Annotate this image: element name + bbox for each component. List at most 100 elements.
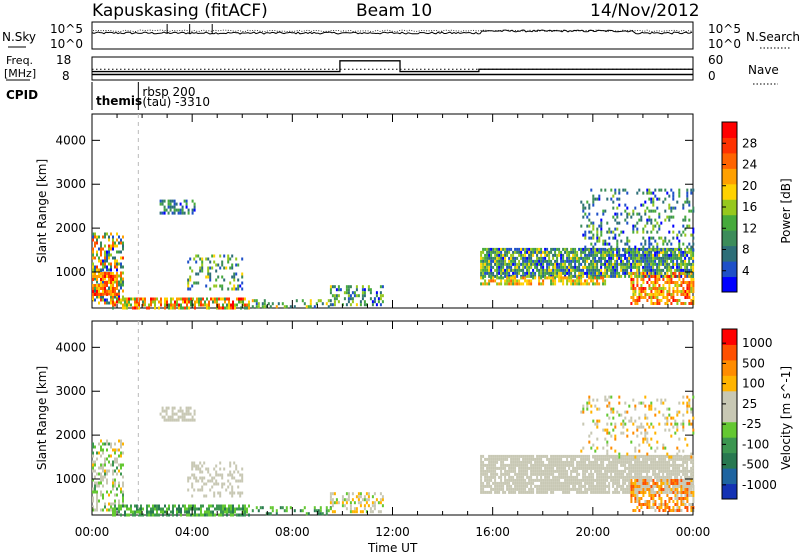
power-cell (492, 276, 495, 280)
velocity-cell (488, 484, 491, 488)
power-cell (656, 265, 659, 269)
velocity-cell (658, 466, 661, 470)
power-cell (554, 276, 557, 280)
velocity-cell (552, 469, 555, 473)
power-cell (241, 257, 244, 261)
power-cell (126, 297, 128, 301)
velocity-cell (562, 490, 565, 494)
power-cell (650, 262, 653, 266)
velocity-cell (494, 484, 497, 488)
power-cell (632, 209, 635, 213)
velocity-cell (666, 407, 669, 411)
power-cell (217, 275, 220, 279)
velocity-cell (678, 437, 681, 441)
velocity-cell (528, 454, 531, 458)
power-cell (355, 288, 358, 292)
velocity-cell (259, 506, 262, 510)
power-cell (186, 300, 188, 304)
velocity-cell (566, 487, 569, 491)
power-cell (598, 247, 601, 251)
power-cell (674, 290, 677, 293)
velocity-cell (530, 481, 533, 485)
velocity-cell (634, 449, 637, 453)
velocity-colorbar-swatch (722, 375, 737, 392)
velocity-cell (353, 507, 356, 511)
velocity-cell (594, 490, 597, 494)
velocity-cell (534, 469, 537, 473)
velocity-cell (570, 457, 573, 461)
velocity-cell (668, 478, 671, 482)
power-cell (269, 305, 272, 309)
power-cell (122, 235, 124, 239)
velocity-cell (674, 454, 677, 458)
velocity-cell (674, 475, 677, 479)
velocity-cell (686, 460, 689, 464)
velocity-cell (134, 510, 136, 514)
velocity-cell (223, 482, 226, 486)
velocity-cell (656, 460, 659, 464)
power-cell (102, 265, 104, 269)
power-cell (664, 262, 667, 266)
power-cell (568, 265, 571, 269)
velocity-cell (670, 488, 673, 491)
power-cell (512, 256, 515, 260)
power-cell (646, 206, 649, 210)
power-cell (209, 275, 212, 279)
velocity-cell (102, 478, 104, 482)
velocity-cell (672, 491, 675, 494)
power-cell (658, 250, 661, 254)
velocity-cell (652, 460, 655, 464)
velocity-cell (632, 431, 635, 435)
velocity-cell (550, 478, 553, 482)
power-cell (576, 279, 579, 283)
velocity-cell (622, 469, 625, 473)
power-region-6 (187, 254, 244, 291)
velocity-cell (189, 476, 192, 480)
power-cell (652, 281, 655, 284)
power-cell (116, 268, 118, 272)
velocity-cell (516, 463, 519, 467)
velocity-cell (590, 446, 593, 450)
velocity-cell (92, 451, 94, 455)
power-cell (622, 230, 625, 234)
velocity-cell (656, 454, 659, 458)
power-cell (92, 298, 94, 302)
power-cell (116, 297, 118, 301)
power-cell (648, 242, 651, 246)
power-cell (514, 271, 517, 275)
power-cell (309, 305, 312, 309)
velocity-cell (246, 510, 248, 514)
power-cell (562, 253, 565, 257)
power-cell (690, 281, 693, 284)
velocity-cell (239, 473, 242, 477)
velocity-cell (676, 506, 679, 509)
velocity-cell (540, 484, 543, 488)
velocity-cell (319, 512, 322, 516)
velocity-cell (534, 472, 537, 476)
power-cell (100, 298, 102, 302)
power-cell (668, 287, 671, 290)
power-cell (638, 250, 641, 254)
power-cell (610, 265, 613, 269)
power-cell (490, 279, 493, 283)
velocity-cell (612, 478, 615, 482)
power-ytick-label-3: 4000 (55, 133, 86, 147)
power-cell (648, 215, 651, 219)
power-cell (594, 247, 597, 251)
velocity-cell (538, 469, 541, 473)
velocity-cell (96, 481, 98, 485)
power-cell (552, 279, 555, 283)
power-cell (242, 297, 244, 301)
power-cell (518, 282, 521, 286)
power-cell (670, 215, 673, 219)
velocity-cell (207, 467, 210, 471)
power-cell (98, 301, 100, 305)
power-cell (496, 276, 499, 280)
velocity-cell (140, 510, 142, 514)
power-cell (546, 247, 549, 251)
power-cell (674, 272, 677, 275)
velocity-cell (650, 475, 653, 479)
velocity-cell (108, 502, 110, 506)
power-cell (112, 281, 114, 284)
power-cell (355, 303, 358, 307)
